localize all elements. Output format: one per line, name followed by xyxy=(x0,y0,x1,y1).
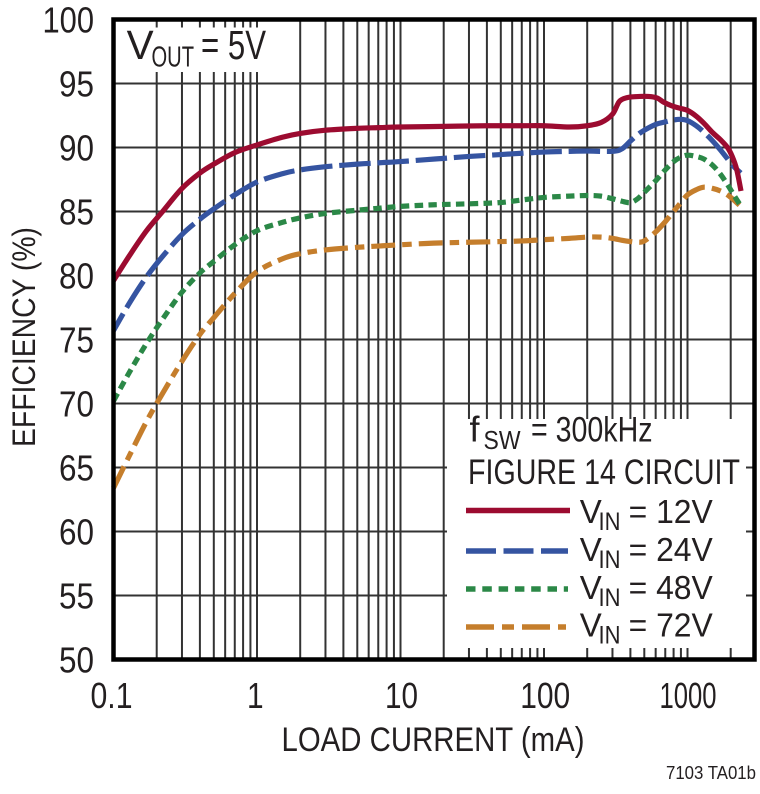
svg-text:V: V xyxy=(127,22,154,68)
svg-text:FIGURE 14 CIRCUIT: FIGURE 14 CIRCUIT xyxy=(468,453,740,492)
svg-text:= 48V: = 48V xyxy=(629,569,713,606)
svg-text:V: V xyxy=(580,607,602,644)
svg-text:7103 TA01b: 7103 TA01b xyxy=(666,762,756,783)
svg-text:90: 90 xyxy=(59,128,94,169)
svg-text:= 5V: = 5V xyxy=(201,22,266,68)
svg-text:V: V xyxy=(580,531,602,568)
svg-text:55: 55 xyxy=(59,576,94,617)
svg-text:= 72V: = 72V xyxy=(629,607,713,644)
svg-text:1000: 1000 xyxy=(660,675,717,716)
svg-text:LOAD CURRENT (mA): LOAD CURRENT (mA) xyxy=(282,721,585,759)
svg-text:= 12V: = 12V xyxy=(629,493,713,530)
svg-text:IN: IN xyxy=(599,508,621,536)
svg-text:100: 100 xyxy=(520,675,570,716)
svg-text:1: 1 xyxy=(247,675,264,716)
svg-text:f: f xyxy=(470,409,481,450)
svg-text:OUT: OUT xyxy=(152,42,195,74)
svg-text:70: 70 xyxy=(59,384,94,425)
svg-text:IN: IN xyxy=(599,622,621,650)
svg-text:80: 80 xyxy=(59,256,94,297)
svg-text:V: V xyxy=(580,493,602,530)
svg-text:65: 65 xyxy=(59,448,94,489)
svg-text:IN: IN xyxy=(599,584,621,612)
svg-text:10: 10 xyxy=(385,675,418,716)
svg-text:95: 95 xyxy=(59,64,94,105)
svg-text:IN: IN xyxy=(599,546,621,574)
svg-text:SW: SW xyxy=(484,425,521,455)
svg-text:0.1: 0.1 xyxy=(91,675,133,716)
svg-text:75: 75 xyxy=(59,320,94,361)
svg-text:= 24V: = 24V xyxy=(629,531,713,568)
svg-text:85: 85 xyxy=(59,192,94,233)
svg-text:= 300kHz: = 300kHz xyxy=(531,411,653,450)
svg-text:50: 50 xyxy=(59,640,94,681)
svg-text:60: 60 xyxy=(59,512,94,553)
svg-text:100: 100 xyxy=(43,0,95,41)
svg-text:V: V xyxy=(580,569,602,606)
svg-text:EFFICIENCY (%): EFFICIENCY (%) xyxy=(6,227,42,447)
